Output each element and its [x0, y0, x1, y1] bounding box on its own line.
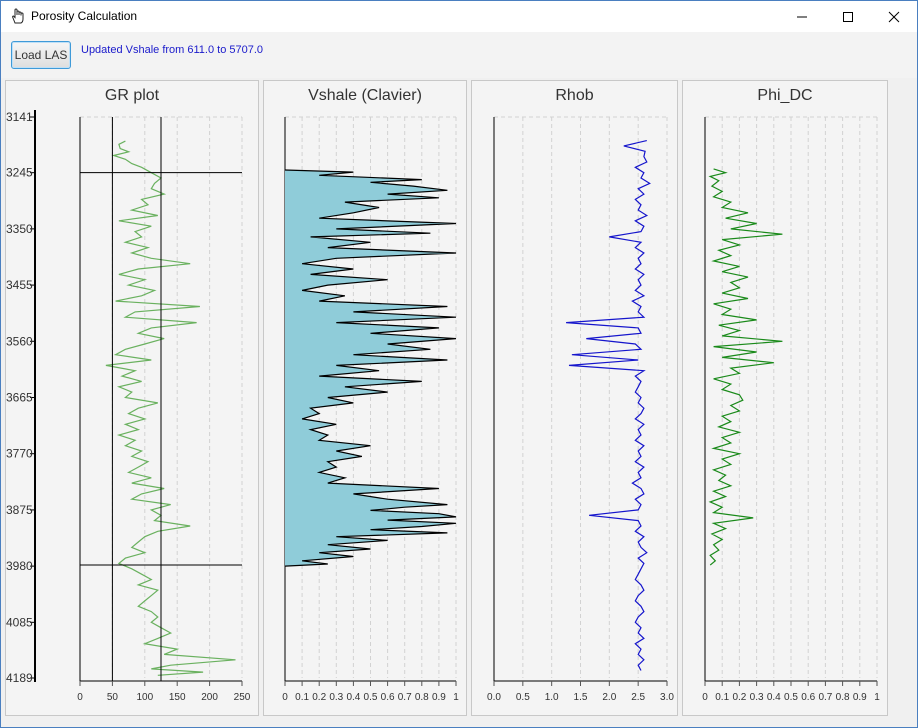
x-tick-label: 1.0: [545, 692, 559, 703]
x-tick-label: 1: [874, 692, 880, 703]
x-tick-label: 0: [282, 692, 288, 703]
series-line-3: [708, 168, 783, 566]
phi-plot-panel: Phi_DC: [682, 80, 888, 716]
x-tick-label: 0.5: [784, 692, 798, 703]
depth-tick-label: 3665: [6, 391, 33, 405]
x-tick-label: 0.4: [346, 692, 360, 703]
depth-tick-label: 3560: [6, 334, 33, 348]
x-tick-label: 250: [234, 692, 251, 703]
load-las-button[interactable]: Load LAS: [11, 41, 71, 69]
x-tick-label: 0.3: [750, 692, 764, 703]
x-tick-label: 0.1: [295, 692, 309, 703]
x-tick-label: 1: [453, 692, 459, 703]
x-tick-label: 150: [169, 692, 186, 703]
x-tick-label: 0.5: [516, 692, 530, 703]
close-icon: [888, 11, 900, 23]
x-tick-label: 0.8: [415, 692, 429, 703]
depth-tick-label: 3875: [6, 503, 33, 517]
x-tick-label: 0.6: [381, 692, 395, 703]
toolbar: Load LAS Updated Vshale from 611.0 to 57…: [1, 32, 917, 78]
x-tick-label: 2.0: [602, 692, 616, 703]
depth-tick-label: 3141: [6, 110, 33, 124]
vshale-fill-area: [285, 170, 456, 567]
x-tick-label: 0.1: [715, 692, 729, 703]
status-message: Updated Vshale from 611.0 to 5707.0: [81, 44, 264, 56]
x-tick-label: 2.5: [631, 692, 645, 703]
series-line-0: [105, 140, 236, 676]
x-tick-label: 0.2: [732, 692, 746, 703]
x-tick-label: 0.2: [312, 692, 326, 703]
window-title: Porosity Calculation: [31, 9, 138, 23]
series-line-2: [566, 140, 651, 671]
x-tick-label: 0.7: [818, 692, 832, 703]
maximize-icon: [843, 12, 853, 22]
depth-tick-label: 3350: [6, 222, 33, 236]
depth-tick-label: 3455: [6, 278, 33, 292]
x-tick-label: 0.6: [801, 692, 815, 703]
gr-plot-title: GR plot: [104, 87, 160, 104]
depth-tick-label: 3770: [6, 447, 33, 461]
chart-2: 0.0 0.5 1.0 1.5 2.0 2.5 3.0: [487, 116, 674, 703]
vshale-plot-title: Vshale (Clavier): [308, 87, 422, 104]
x-tick-label: 3.0: [660, 692, 674, 703]
hand-icon: [12, 8, 24, 24]
x-tick-label: 200: [201, 692, 218, 703]
x-tick-label: 0.4: [767, 692, 781, 703]
maximize-button[interactable]: [825, 1, 871, 32]
x-tick-label: 100: [136, 692, 153, 703]
depth-tick-label: 4085: [6, 615, 33, 629]
x-tick-label: 0.9: [853, 692, 867, 703]
x-tick-label: 0: [702, 692, 708, 703]
chart-3: 0 0.1 0.2 0.3 0.4 0.5 0.6 0.7 0.8 0.9 1: [702, 116, 880, 703]
chart-0: 0 50 100 150 200 250: [77, 116, 251, 703]
depth-tick-label: 4189: [6, 671, 33, 685]
minimize-button[interactable]: [779, 1, 825, 32]
close-button[interactable]: [871, 1, 917, 32]
x-tick-label: 1.5: [574, 692, 588, 703]
x-tick-label: 0.7: [398, 692, 412, 703]
x-tick-label: 0.5: [364, 692, 378, 703]
rhob-plot-title: Rhob: [555, 87, 594, 104]
title-bar[interactable]: Porosity Calculation: [1, 1, 917, 32]
x-tick-label: 0.0: [487, 692, 501, 703]
phi-plot-title: Phi_DC: [757, 87, 813, 104]
vshale-series-line: [284, 169, 457, 567]
depth-tick-label: 3245: [6, 166, 33, 180]
depth-tick-label: 3980: [6, 559, 33, 573]
x-tick-label: 0: [77, 692, 83, 703]
minimize-icon: [797, 16, 807, 18]
x-tick-label: 0.3: [329, 692, 343, 703]
chart-1: 0 0.1 0.2 0.3 0.4 0.5 0.6 0.7 0.8 0.9 1: [282, 116, 459, 703]
x-tick-label: 50: [107, 692, 119, 703]
x-tick-label: 0.9: [432, 692, 446, 703]
x-tick-label: 0.8: [836, 692, 850, 703]
